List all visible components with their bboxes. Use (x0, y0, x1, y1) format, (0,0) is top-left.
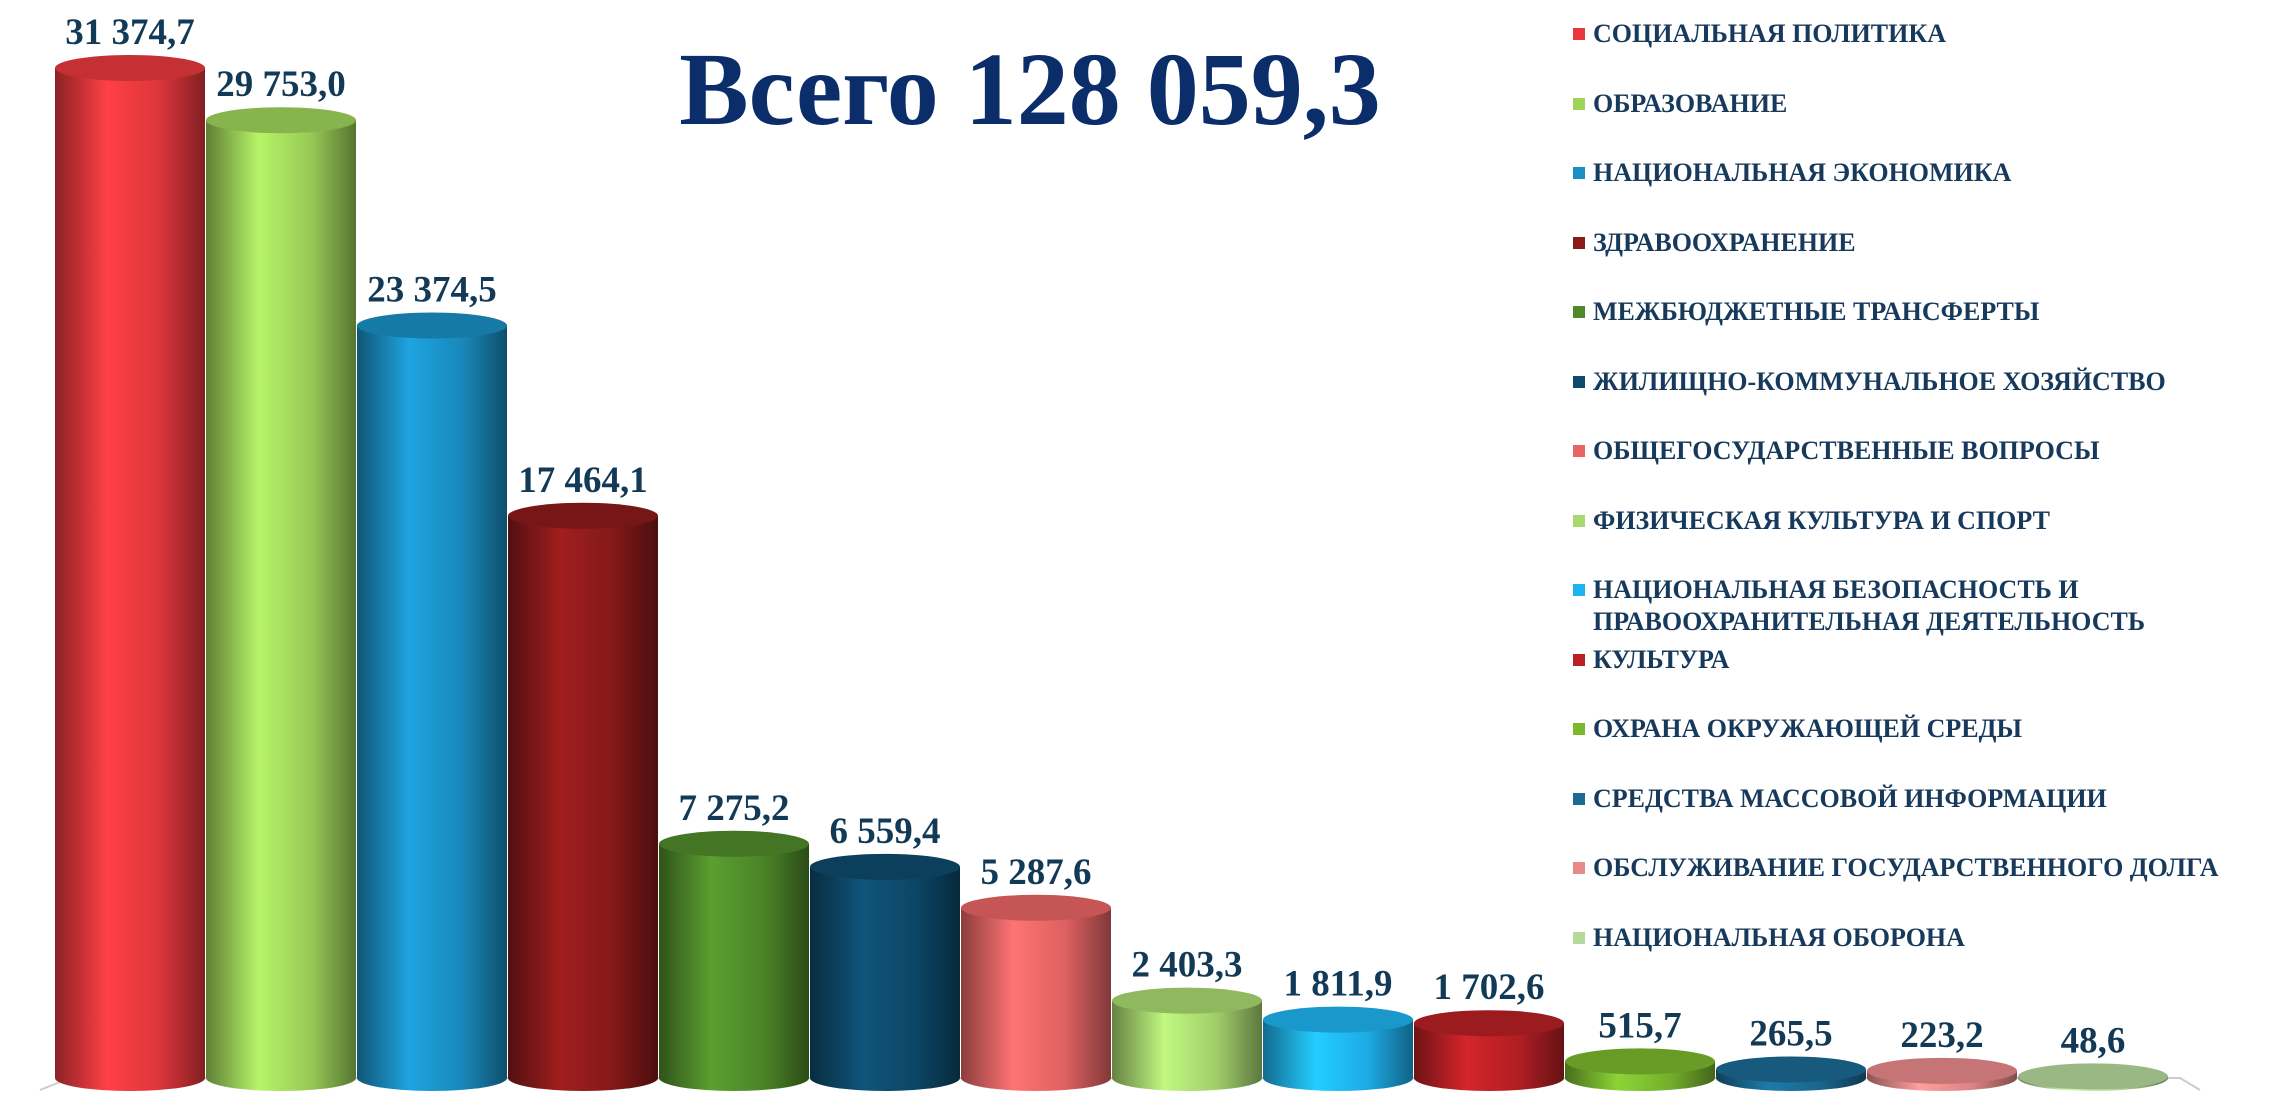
legend-item: НАЦИОНАЛЬНАЯ БЕЗОПАСНОСТЬ И ПРАВООХРАНИТ… (1573, 574, 2278, 644)
legend-swatch (1573, 584, 1585, 596)
legend-item: ЗДРАВООХРАНЕНИЕ (1573, 227, 2278, 297)
value-label: 515,7 (1598, 1005, 1681, 1046)
legend-swatch (1573, 306, 1585, 318)
value-label: 6 559,4 (830, 811, 941, 852)
legend-swatch (1573, 653, 1585, 666)
legend-label: СОЦИАЛЬНАЯ ПОЛИТИКА (1593, 19, 1947, 48)
bar (659, 843, 809, 1078)
bar-cap (1565, 1048, 1715, 1075)
bar-cap (659, 830, 809, 857)
legend: СОЦИАЛЬНАЯ ПОЛИТИКА ОБРАЗОВАНИЕ НАЦИОНАЛЬН… (1573, 18, 2278, 991)
chart-title: Всего 128 059,3 (679, 32, 1381, 147)
legend-item: НАЦИОНАЛЬНАЯ ЭКОНОМИКА (1573, 157, 2278, 227)
value-label: 29 753,0 (216, 64, 346, 105)
legend-swatch (1573, 97, 1585, 110)
legend-item: НАЦИОНАЛЬНАЯ ОБОРОНА (1573, 922, 2278, 992)
value-label: 1 811,9 (1284, 964, 1393, 1005)
legend-item: ЖИЛИЩНО-КОММУНАЛЬНОЕ ХОЗЯЙСТВО (1573, 366, 2278, 436)
bar-cap (508, 502, 658, 529)
legend-swatch (1573, 792, 1585, 805)
bar-cap (1716, 1056, 1866, 1083)
bar-cap (810, 853, 960, 880)
legend-item: ОБРАЗОВАНИЕ (1573, 88, 2278, 158)
legend-item: ОБСЛУЖИВАНИЕ ГОСУДАРСТВЕННОГО ДОЛГА (1573, 852, 2278, 922)
legend-swatch (1573, 445, 1585, 457)
legend-item: СРЕДСТВА МАССОВОЙ ИНФОРМАЦИИ (1573, 783, 2278, 853)
value-label: 1 702,6 (1434, 967, 1545, 1008)
legend-item: СОЦИАЛЬНАЯ ПОЛИТИКА (1573, 18, 2278, 88)
legend-label: НАЦИОНАЛЬНАЯ БЕЗОПАСНОСТЬ И ПРАВООХРАНИТ… (1593, 575, 2146, 636)
legend-label: ОХРАНА ОКРУЖАЮЩЕЙ СРЕДЫ (1593, 714, 2022, 743)
legend-label: ЖИЛИЩНО-КОММУНАЛЬНОЕ ХОЗЯЙСТВО (1593, 366, 2166, 396)
value-label: 48,6 (2061, 1020, 2126, 1061)
legend-swatch (1573, 931, 1585, 944)
value-label: 223,2 (1900, 1015, 1983, 1056)
legend-swatch (1573, 862, 1585, 874)
value-label: 31 374,7 (65, 12, 195, 53)
legend-label: КУЛЬТУРА (1593, 644, 1730, 674)
legend-item: ОХРАНА ОКРУЖАЮЩЕЙ СРЕДЫ (1573, 713, 2278, 783)
legend-item: ФИЗИЧЕСКАЯ КУЛЬТУРА И СПОРТ (1573, 505, 2278, 575)
value-label: 17 464,1 (518, 460, 648, 501)
bar-cap (206, 107, 356, 134)
bar-cap (1867, 1057, 2017, 1084)
bar (55, 68, 205, 1078)
value-label: 23 374,5 (367, 270, 497, 311)
value-label: 2 403,3 (1132, 945, 1243, 986)
legend-label: МЕЖБЮДЖЕТНЫЕ ТРАНСФЕРТЫ (1593, 297, 2040, 326)
legend-label: СРЕДСТВА МАССОВОЙ ИНФОРМАЦИИ (1593, 783, 2107, 813)
value-label: 265,5 (1749, 1013, 1832, 1054)
legend-item: ОБЩЕГОСУДАРСТВЕННЫЕ ВОПРОСЫ (1573, 435, 2278, 505)
legend-item: МЕЖБЮДЖЕТНЫЕ ТРАНСФЕРТЫ (1573, 296, 2278, 366)
bar (810, 866, 960, 1078)
legend-item: КУЛЬТУРА (1573, 644, 2278, 714)
legend-label: ОБСЛУЖИВАНИЕ ГОСУДАРСТВЕННОГО ДОЛГА (1593, 853, 2219, 882)
bar-cap (961, 894, 1111, 921)
bar-cap (2018, 1063, 2168, 1090)
bar-cap (55, 55, 205, 81)
bar (357, 325, 507, 1078)
legend-label: ФИЗИЧЕСКАЯ КУЛЬТУРА И СПОРТ (1593, 505, 2050, 535)
bar-cap (357, 312, 507, 339)
bar (508, 515, 658, 1078)
bar-cap (1263, 1006, 1413, 1033)
bar-cap (1112, 987, 1262, 1014)
legend-swatch (1573, 514, 1585, 527)
legend-label: НАЦИОНАЛЬНАЯ ЭКОНОМИКА (1593, 158, 2012, 187)
legend-swatch (1573, 167, 1585, 179)
legend-label: ОБРАЗОВАНИЕ (1593, 88, 1788, 118)
legend-label: ЗДРАВООХРАНЕНИЕ (1593, 227, 1856, 257)
bar (961, 907, 1111, 1078)
value-label: 7 275,2 (679, 788, 790, 829)
legend-swatch (1573, 375, 1585, 388)
legend-swatch (1573, 236, 1585, 249)
legend-label: НАЦИОНАЛЬНАЯ ОБОРОНА (1593, 922, 1965, 952)
bar (206, 120, 356, 1079)
legend-swatch (1573, 723, 1585, 735)
value-label: 5 287,6 (981, 852, 1092, 893)
bar-cap (1414, 1010, 1564, 1037)
legend-swatch (1573, 28, 1585, 40)
legend-label: ОБЩЕГОСУДАРСТВЕННЫЕ ВОПРОСЫ (1593, 436, 2100, 465)
